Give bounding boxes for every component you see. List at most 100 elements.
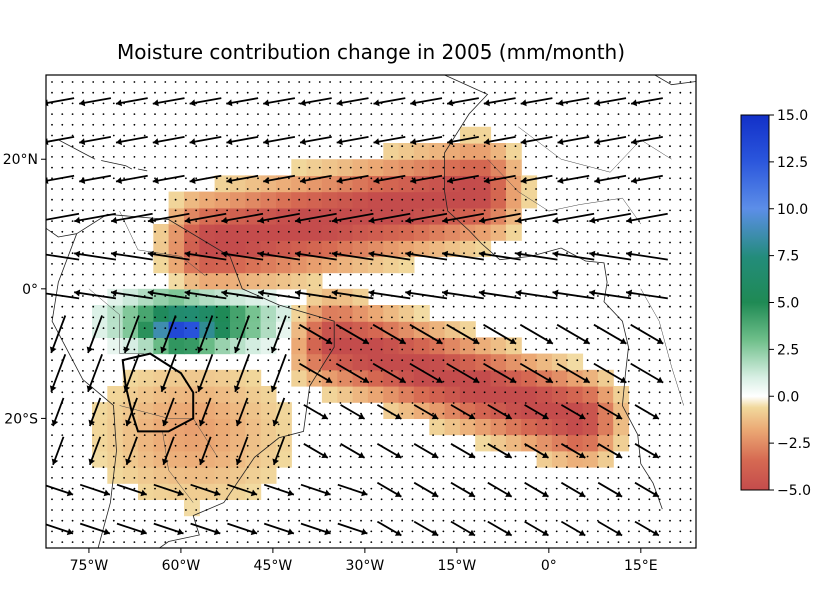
- colorbar-tick-label: 10.0: [777, 202, 808, 218]
- significance-dot: [112, 519, 115, 522]
- significance-dot: [555, 391, 558, 394]
- significance-dot: [524, 412, 527, 415]
- flux-arrowhead: [399, 376, 406, 383]
- significance-dot: [411, 348, 414, 351]
- significance-dot: [370, 295, 373, 297]
- significance-dot: [329, 113, 331, 115]
- flux-arrow: [446, 323, 480, 345]
- significance-dot: [555, 209, 558, 212]
- significance-dot: [154, 487, 156, 490]
- significance-dot: [370, 402, 373, 404]
- significance-dot: [504, 519, 507, 522]
- flux-arrowhead: [125, 419, 132, 426]
- flux-arrowhead: [235, 458, 243, 465]
- significance-dot: [226, 81, 229, 83]
- flux-arrowhead: [542, 452, 549, 458]
- significance-dot: [679, 134, 682, 137]
- significance-dot: [267, 327, 270, 329]
- significance-dot: [143, 337, 146, 340]
- significance-dot: [411, 402, 414, 404]
- flux-arrow: [234, 353, 251, 393]
- significance-dot: [51, 423, 53, 426]
- significance-dot: [380, 455, 383, 458]
- significance-dot: [401, 541, 404, 543]
- significance-dot: [535, 541, 537, 543]
- significance-dot: [205, 166, 208, 169]
- significance-dot: [566, 81, 568, 83]
- heatmap-cell: [153, 288, 170, 306]
- significance-dot: [617, 487, 620, 490]
- significance-dot: [617, 509, 620, 511]
- significance-dot: [82, 198, 84, 201]
- significance-dot: [627, 402, 630, 404]
- significance-dot: [566, 241, 568, 244]
- heatmap-cell: [505, 386, 522, 403]
- significance-dot: [432, 348, 434, 351]
- significance-dot: [504, 391, 507, 394]
- significance-dot: [329, 102, 331, 105]
- flux-arrow: [294, 252, 337, 261]
- flux-arrow: [147, 252, 190, 261]
- significance-dot: [143, 359, 146, 362]
- significance-dot: [349, 412, 352, 415]
- heatmap-cell: [199, 369, 216, 387]
- heatmap-cell: [367, 191, 384, 209]
- significance-dot: [689, 466, 692, 469]
- significance-dot: [679, 166, 682, 169]
- significance-dot: [308, 198, 311, 201]
- significance-dot: [143, 316, 146, 319]
- significance-dot: [143, 273, 146, 276]
- significance-dot: [421, 241, 424, 244]
- significance-dot: [71, 466, 74, 469]
- significance-dot: [607, 284, 610, 287]
- flux-arrow: [184, 252, 227, 261]
- significance-dot: [298, 177, 301, 180]
- significance-dot: [61, 91, 64, 94]
- flux-arrowhead: [226, 99, 233, 107]
- significance-dot: [442, 519, 445, 522]
- significance-dot: [246, 509, 249, 511]
- significance-dot: [339, 134, 342, 137]
- significance-dot: [669, 337, 671, 340]
- significance-dot: [411, 145, 414, 148]
- significance-dot: [483, 348, 486, 351]
- significance-dot: [504, 230, 507, 233]
- significance-dot: [133, 487, 136, 490]
- significance-dot: [566, 348, 568, 351]
- significance-dot: [61, 198, 64, 201]
- heatmap-cell: [367, 321, 384, 338]
- significance-dot: [607, 444, 610, 447]
- significance-dot: [535, 123, 537, 126]
- significance-dot: [257, 263, 259, 265]
- significance-dot: [226, 188, 229, 190]
- significance-dot: [555, 519, 558, 522]
- significance-dot: [524, 455, 527, 458]
- significance-dot: [185, 102, 187, 105]
- significance-dot: [627, 113, 630, 115]
- significance-dot: [597, 466, 599, 469]
- significance-dot: [452, 263, 455, 265]
- significance-dot: [92, 402, 95, 404]
- significance-dot: [463, 380, 465, 383]
- significance-dot: [648, 444, 651, 447]
- significance-dot: [421, 327, 424, 329]
- flux-arrow: [335, 323, 370, 345]
- significance-dot: [318, 263, 321, 265]
- x-tick-label: 0°: [541, 558, 557, 574]
- heatmap-cell: [521, 386, 538, 403]
- heatmap-cell: [352, 240, 369, 257]
- flux-arrowhead: [147, 250, 154, 258]
- significance-dot: [339, 316, 342, 319]
- coastline: [76, 213, 335, 548]
- heatmap-cell: [536, 418, 553, 436]
- significance-dot: [257, 359, 259, 362]
- heatmap-cell: [444, 418, 461, 436]
- significance-dot: [566, 295, 568, 297]
- flux-arrowhead: [478, 289, 485, 297]
- significance-dot: [679, 348, 682, 351]
- significance-dot: [401, 391, 404, 394]
- significance-dot: [421, 145, 424, 148]
- significance-dot: [257, 498, 259, 501]
- significance-dot: [545, 509, 548, 511]
- significance-dot: [679, 263, 682, 265]
